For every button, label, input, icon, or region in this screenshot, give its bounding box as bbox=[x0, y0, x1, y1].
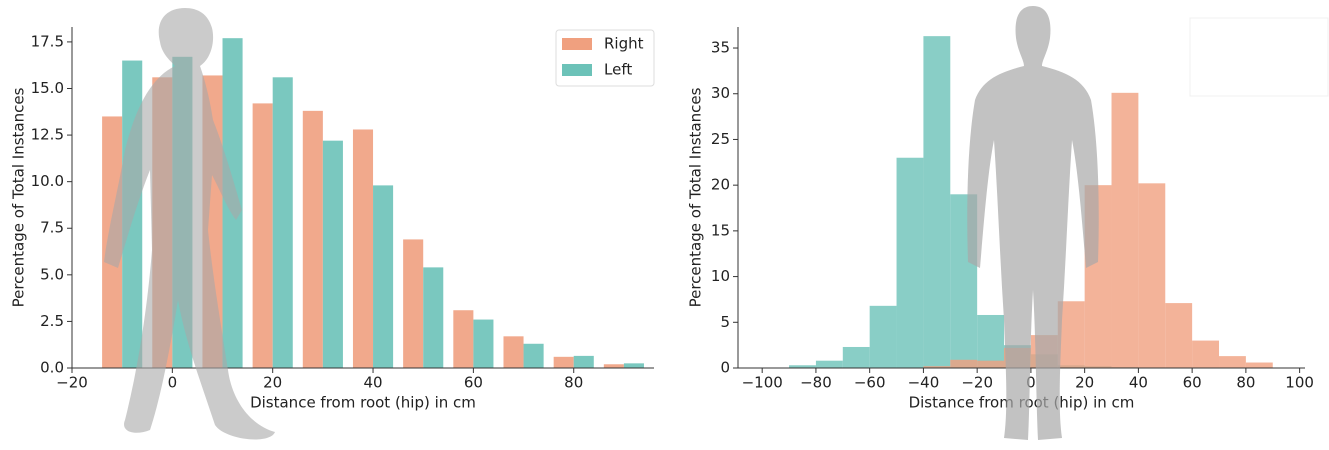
bar bbox=[603, 364, 624, 368]
y-tick-label: 17.5 bbox=[31, 32, 64, 50]
histogram-bar bbox=[789, 365, 816, 368]
legend-swatch bbox=[562, 64, 592, 76]
x-tick-label: 20 bbox=[263, 374, 282, 392]
x-tick-label: −40 bbox=[908, 374, 940, 392]
y-tick-label: 0 bbox=[720, 359, 730, 377]
bar bbox=[403, 239, 424, 368]
histogram-bar bbox=[815, 360, 843, 368]
histogram-bar bbox=[1192, 340, 1220, 368]
x-tick-label: 0 bbox=[1026, 374, 1036, 392]
legend-label: Left bbox=[604, 61, 632, 79]
x-tick-label: −20 bbox=[961, 374, 993, 392]
x-tick-label: −20 bbox=[56, 374, 88, 392]
bar bbox=[322, 140, 343, 368]
x-tick-label: 60 bbox=[464, 374, 483, 392]
legend-frame bbox=[1189, 17, 1329, 97]
histogram-bar bbox=[977, 360, 1005, 368]
legend-label: Right bbox=[604, 35, 644, 53]
y-tick-label: 15.0 bbox=[31, 79, 64, 97]
y-tick-label: 20 bbox=[711, 176, 730, 194]
y-tick-label: 35 bbox=[711, 39, 730, 57]
y-tick-label: 5 bbox=[720, 313, 730, 331]
x-tick-label: 100 bbox=[1285, 374, 1314, 392]
y-tick-label: 7.5 bbox=[40, 219, 64, 237]
bar bbox=[252, 103, 273, 368]
histogram-bar bbox=[842, 346, 870, 368]
histogram-bar bbox=[1138, 183, 1166, 368]
x-tick-label: 40 bbox=[363, 374, 382, 392]
x-tick-label: 20 bbox=[1075, 374, 1094, 392]
plot: −20 0 20 40 60 80 0.0 2.5 5.0 7.5 10.0 12.5 15.0 17.5… bbox=[10, 27, 655, 412]
silhouette bbox=[967, 6, 1099, 440]
histogram-bar bbox=[1165, 303, 1193, 368]
y-tick-label: 12.5 bbox=[31, 126, 64, 144]
y-tick-label: 30 bbox=[711, 84, 730, 102]
y-tick-label: 10.0 bbox=[31, 172, 64, 190]
bar bbox=[272, 77, 293, 369]
x-tick-label: −60 bbox=[854, 374, 886, 392]
bar bbox=[523, 343, 544, 368]
histogram-bar bbox=[977, 314, 1005, 368]
silhouette bbox=[104, 8, 275, 440]
histogram-bar bbox=[896, 157, 924, 368]
bar bbox=[623, 363, 644, 368]
histogram-bar bbox=[1111, 92, 1139, 368]
bar bbox=[503, 336, 524, 368]
x-tick-label: −80 bbox=[800, 374, 832, 392]
bar bbox=[302, 110, 323, 368]
y-tick-label: 15 bbox=[711, 221, 730, 239]
x-tick-label: 0 bbox=[168, 374, 178, 392]
y-tick-label: 25 bbox=[711, 130, 730, 148]
x-tick-label: 60 bbox=[1183, 374, 1202, 392]
x-tick-label: 80 bbox=[564, 374, 583, 392]
histogram-bar bbox=[923, 366, 951, 368]
x-tick-label: 40 bbox=[1129, 374, 1148, 392]
y-axis-label: Percentage of Total Instances bbox=[10, 87, 28, 307]
y-tick-label: 2.5 bbox=[40, 312, 64, 330]
y-tick-label: 5.0 bbox=[40, 265, 64, 283]
bar bbox=[453, 310, 474, 368]
histogram-bar bbox=[1245, 362, 1273, 368]
histogram-bar bbox=[869, 305, 897, 368]
plot: −100 −80 −60 −40 −20 0 20 40 60 80 100 0 5 10 15 20 25 30… bbox=[687, 27, 1314, 412]
x-tick-label: −100 bbox=[742, 374, 783, 392]
bar bbox=[373, 185, 394, 368]
bar bbox=[423, 267, 444, 368]
histogram-bar bbox=[950, 359, 978, 368]
x-axis-label: Distance from root (hip) in cm bbox=[250, 394, 476, 412]
y-axis-label: Percentage of Total Instances bbox=[687, 87, 705, 307]
y-tick-label: 0.0 bbox=[40, 359, 64, 377]
histogram-bar bbox=[1219, 356, 1246, 368]
y-tick-label: 10 bbox=[711, 267, 730, 285]
histogram-bar bbox=[923, 36, 951, 368]
x-tick-label: 80 bbox=[1236, 374, 1255, 392]
legend-swatch bbox=[562, 38, 592, 50]
bar bbox=[352, 129, 374, 368]
bar bbox=[473, 319, 494, 368]
bar bbox=[553, 356, 574, 368]
bar bbox=[573, 355, 594, 368]
